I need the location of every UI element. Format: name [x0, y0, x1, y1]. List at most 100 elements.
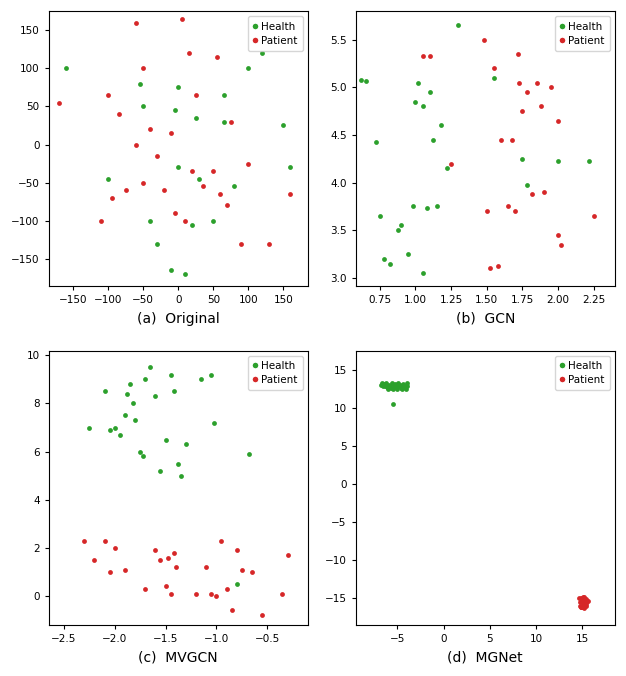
- Point: [418, 101, 428, 112]
- Point: [442, 163, 452, 174]
- Point: [184, 47, 194, 58]
- Point: [209, 417, 219, 428]
- Point: [489, 63, 499, 74]
- Point: [553, 155, 563, 166]
- Point: [237, 238, 247, 249]
- Point: [138, 63, 148, 74]
- Point: [521, 87, 531, 97]
- Point: [403, 249, 413, 260]
- Point: [577, 594, 587, 605]
- Point: [140, 374, 150, 385]
- Point: [171, 562, 181, 573]
- Point: [379, 254, 389, 264]
- Point: [446, 158, 456, 169]
- Point: [584, 155, 594, 166]
- Point: [588, 210, 598, 221]
- Point: [191, 89, 201, 100]
- Point: [96, 216, 106, 226]
- Point: [207, 588, 217, 599]
- Point: [282, 550, 292, 560]
- Point: [375, 210, 385, 221]
- Point: [413, 77, 423, 88]
- Point: [54, 97, 64, 108]
- Point: [579, 599, 589, 610]
- Point: [244, 158, 254, 169]
- Point: [577, 601, 587, 612]
- Point: [140, 583, 150, 594]
- Point: [167, 128, 177, 139]
- Point: [507, 135, 517, 145]
- Point: [187, 219, 197, 230]
- Point: [226, 116, 236, 127]
- Legend: Health, Patient: Health, Patient: [555, 16, 610, 51]
- Point: [176, 470, 186, 481]
- Point: [180, 268, 190, 279]
- Point: [418, 268, 428, 279]
- Point: [411, 96, 421, 107]
- Point: [198, 181, 208, 192]
- Point: [399, 380, 409, 391]
- Point: [396, 220, 406, 231]
- Point: [577, 602, 587, 612]
- Point: [479, 34, 489, 45]
- Point: [386, 383, 396, 393]
- Point: [579, 599, 589, 610]
- Point: [191, 588, 201, 599]
- Point: [285, 189, 295, 199]
- Point: [580, 594, 590, 604]
- Point: [517, 105, 527, 116]
- Point: [546, 82, 556, 93]
- Point: [163, 552, 173, 563]
- Point: [485, 263, 495, 274]
- Point: [152, 238, 162, 249]
- Point: [105, 566, 115, 577]
- Point: [100, 386, 110, 397]
- Point: [510, 206, 520, 216]
- Point: [212, 51, 222, 62]
- Point: [145, 362, 155, 372]
- Point: [145, 124, 155, 135]
- Point: [513, 49, 523, 59]
- Point: [576, 602, 586, 612]
- Legend: Health, Patient: Health, Patient: [555, 356, 610, 390]
- Point: [196, 374, 206, 385]
- Point: [579, 603, 589, 614]
- Point: [582, 595, 592, 606]
- Point: [397, 384, 407, 395]
- Point: [105, 425, 115, 435]
- X-axis label: (a)  Original: (a) Original: [137, 312, 220, 326]
- Point: [481, 206, 491, 216]
- X-axis label: (b)  GCN: (b) GCN: [456, 312, 515, 326]
- Point: [393, 225, 403, 236]
- Point: [394, 381, 404, 391]
- Point: [180, 216, 190, 226]
- Point: [381, 377, 391, 388]
- Point: [496, 135, 506, 145]
- Point: [215, 189, 225, 199]
- Point: [217, 535, 227, 546]
- Point: [120, 564, 130, 575]
- Point: [138, 177, 148, 188]
- Point: [194, 174, 204, 185]
- Point: [580, 594, 590, 605]
- Point: [219, 116, 229, 127]
- Legend: Health, Patient: Health, Patient: [248, 356, 303, 390]
- Point: [244, 63, 254, 74]
- Point: [155, 554, 165, 565]
- Point: [191, 112, 201, 123]
- X-axis label: (d)  MGNet: (d) MGNet: [448, 651, 523, 665]
- Point: [531, 77, 541, 88]
- Point: [436, 120, 446, 131]
- Point: [527, 189, 537, 199]
- Point: [173, 458, 183, 469]
- Point: [453, 20, 463, 31]
- Point: [378, 381, 388, 391]
- Point: [257, 47, 267, 58]
- Point: [376, 379, 386, 390]
- Point: [173, 162, 183, 173]
- Point: [395, 379, 405, 390]
- Point: [122, 389, 132, 400]
- Point: [377, 378, 387, 389]
- Point: [401, 383, 411, 394]
- Point: [581, 598, 591, 609]
